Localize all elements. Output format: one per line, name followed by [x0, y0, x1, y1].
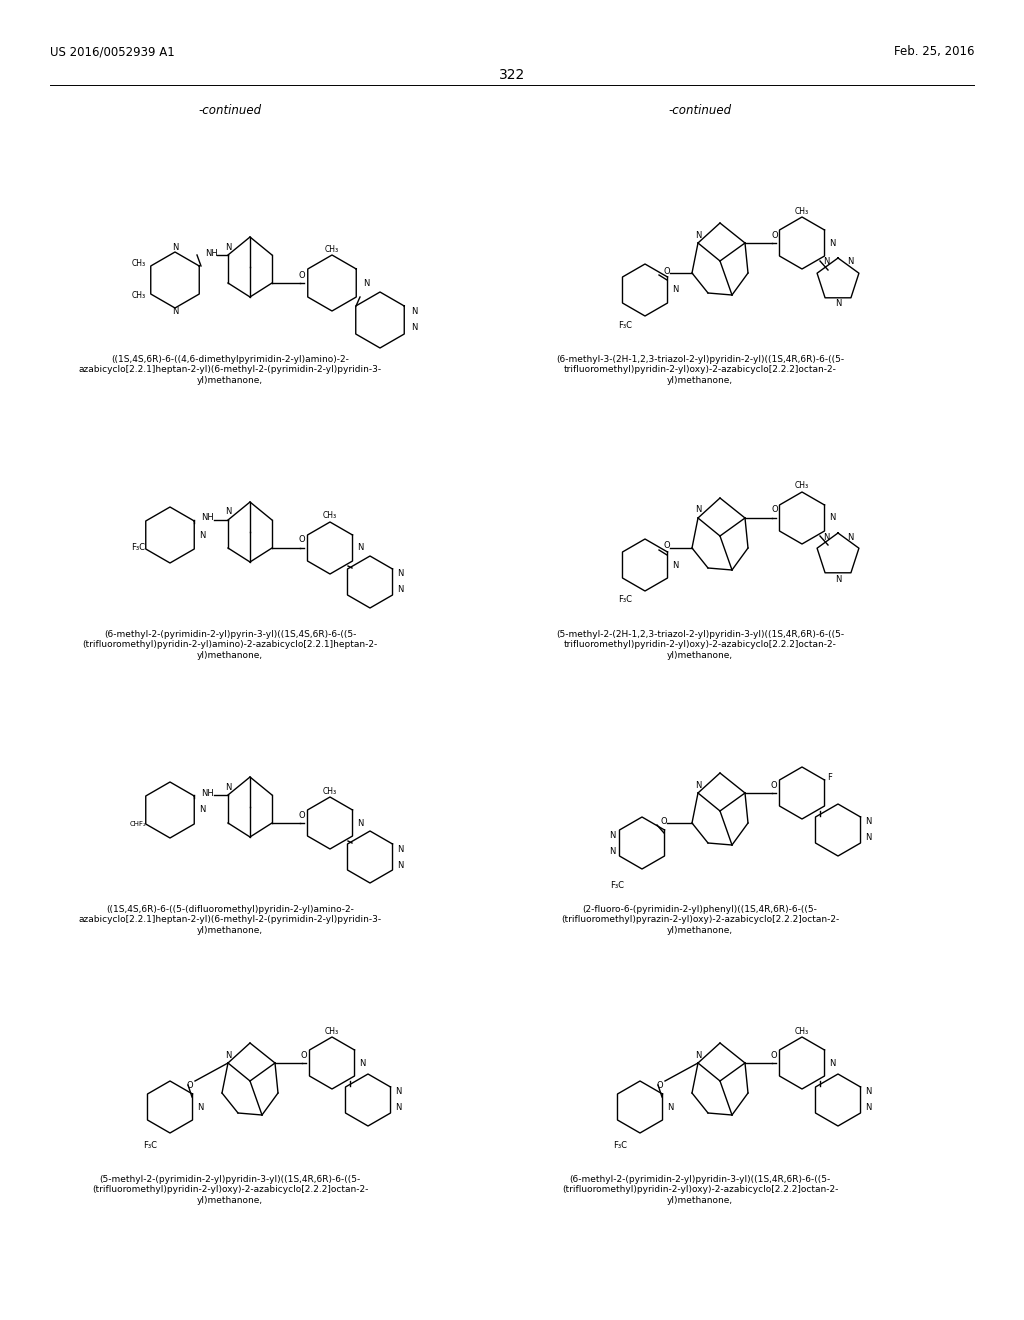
Text: (2-fluoro-6-(pyrimidin-2-yl)phenyl)((1S,4R,6R)-6-((5-
(trifluoromethyl)pyrazin-2: (2-fluoro-6-(pyrimidin-2-yl)phenyl)((1S,… [561, 906, 839, 935]
Text: 322: 322 [499, 69, 525, 82]
Text: NH: NH [202, 788, 214, 797]
Text: F₃C: F₃C [610, 880, 624, 890]
Text: O: O [301, 1051, 307, 1060]
Text: NH: NH [202, 513, 214, 523]
Text: N: N [225, 507, 231, 516]
Text: US 2016/0052939 A1: US 2016/0052939 A1 [50, 45, 175, 58]
Text: (6-methyl-2-(pyrimidin-2-yl)pyridin-3-yl)((1S,4R,6R)-6-((5-
(trifluoromethyl)pyr: (6-methyl-2-(pyrimidin-2-yl)pyridin-3-yl… [562, 1175, 839, 1205]
Text: N: N [199, 531, 205, 540]
Text: F₃C: F₃C [618, 321, 632, 330]
Text: N: N [672, 285, 678, 294]
Text: (5-methyl-2-(2H-1,2,3-triazol-2-yl)pyridin-3-yl)((1S,4R,6R)-6-((5-
trifluorometh: (5-methyl-2-(2H-1,2,3-triazol-2-yl)pyrid… [556, 630, 844, 660]
Text: O: O [186, 1081, 194, 1089]
Text: N: N [199, 805, 205, 814]
Text: N: N [356, 818, 364, 828]
Text: O: O [772, 506, 778, 515]
Text: O: O [664, 541, 671, 550]
Text: N: N [865, 1088, 871, 1097]
Text: CH₃: CH₃ [325, 244, 339, 253]
Text: O: O [660, 817, 668, 825]
Text: O: O [656, 1081, 664, 1089]
Text: CHF₂: CHF₂ [130, 821, 146, 828]
Text: F: F [827, 772, 833, 781]
Text: N: N [358, 1059, 366, 1068]
Text: N: N [397, 586, 403, 594]
Text: N: N [197, 1102, 203, 1111]
Text: N: N [828, 1059, 836, 1068]
Text: N: N [823, 257, 829, 267]
Text: CH₃: CH₃ [323, 787, 337, 796]
Text: N: N [695, 506, 701, 515]
Text: N: N [667, 1102, 673, 1111]
Text: F₃C: F₃C [613, 1140, 627, 1150]
Text: F₃C: F₃C [131, 543, 145, 552]
Text: N: N [828, 239, 836, 248]
Text: CH₃: CH₃ [132, 292, 146, 301]
Text: N: N [847, 532, 853, 541]
Text: N: N [395, 1088, 401, 1097]
Text: N: N [672, 561, 678, 569]
Text: O: O [299, 271, 305, 280]
Text: O: O [664, 267, 671, 276]
Text: N: N [397, 569, 403, 578]
Text: -continued: -continued [669, 103, 731, 116]
Text: O: O [771, 780, 777, 789]
Text: O: O [771, 1051, 777, 1060]
Text: N: N [695, 1051, 701, 1060]
Text: N: N [397, 845, 403, 854]
Text: N: N [695, 780, 701, 789]
Text: N: N [823, 532, 829, 541]
Text: N: N [397, 861, 403, 870]
Text: N: N [847, 257, 853, 267]
Text: CH₃: CH₃ [795, 206, 809, 215]
Text: N: N [395, 1104, 401, 1113]
Text: N: N [172, 243, 178, 252]
Text: (5-methyl-2-(pyrimidin-2-yl)pyridin-3-yl)((1S,4R,6R)-6-((5-
(trifluoromethyl)pyr: (5-methyl-2-(pyrimidin-2-yl)pyridin-3-yl… [92, 1175, 369, 1205]
Text: F₃C: F₃C [618, 595, 632, 605]
Text: N: N [828, 513, 836, 523]
Text: ((1S,4S,6R)-6-((5-(difluoromethyl)pyridin-2-yl)amino-2-
azabicyclo[2.2.1]heptan-: ((1S,4S,6R)-6-((5-(difluoromethyl)pyridi… [79, 906, 382, 935]
Text: N: N [225, 243, 231, 252]
Text: Feb. 25, 2016: Feb. 25, 2016 [894, 45, 974, 58]
Text: (6-methyl-2-(pyrimidin-2-yl)pyrin-3-yl)((1S,4S,6R)-6-((5-
(trifluoromethyl)pyrid: (6-methyl-2-(pyrimidin-2-yl)pyrin-3-yl)(… [82, 630, 378, 660]
Text: F₃C: F₃C [143, 1140, 157, 1150]
Text: ((1S,4S,6R)-6-((4,6-dimethylpyrimidin-2-yl)amino)-2-
azabicyclo[2.2.1]heptan-2-y: ((1S,4S,6R)-6-((4,6-dimethylpyrimidin-2-… [79, 355, 382, 385]
Text: N: N [835, 300, 841, 309]
Text: N: N [411, 308, 417, 317]
Text: NH: NH [205, 248, 217, 257]
Text: N: N [865, 817, 871, 826]
Text: N: N [225, 1051, 231, 1060]
Text: O: O [772, 231, 778, 239]
Text: CH₃: CH₃ [325, 1027, 339, 1035]
Text: N: N [411, 323, 417, 333]
Text: N: N [609, 830, 615, 840]
Text: N: N [865, 1104, 871, 1113]
Text: -continued: -continued [199, 103, 261, 116]
Text: N: N [356, 544, 364, 553]
Text: CH₃: CH₃ [323, 511, 337, 520]
Text: CH₃: CH₃ [795, 1027, 809, 1035]
Text: N: N [225, 783, 231, 792]
Text: N: N [835, 574, 841, 583]
Text: O: O [299, 536, 305, 544]
Text: N: N [865, 833, 871, 842]
Text: N: N [362, 279, 370, 288]
Text: N: N [172, 308, 178, 317]
Text: O: O [299, 810, 305, 820]
Text: CH₃: CH₃ [132, 260, 146, 268]
Text: N: N [609, 846, 615, 855]
Text: N: N [695, 231, 701, 239]
Text: CH₃: CH₃ [795, 482, 809, 491]
Text: (6-methyl-3-(2H-1,2,3-triazol-2-yl)pyridin-2-yl)((1S,4R,6R)-6-((5-
trifluorometh: (6-methyl-3-(2H-1,2,3-triazol-2-yl)pyrid… [556, 355, 844, 385]
